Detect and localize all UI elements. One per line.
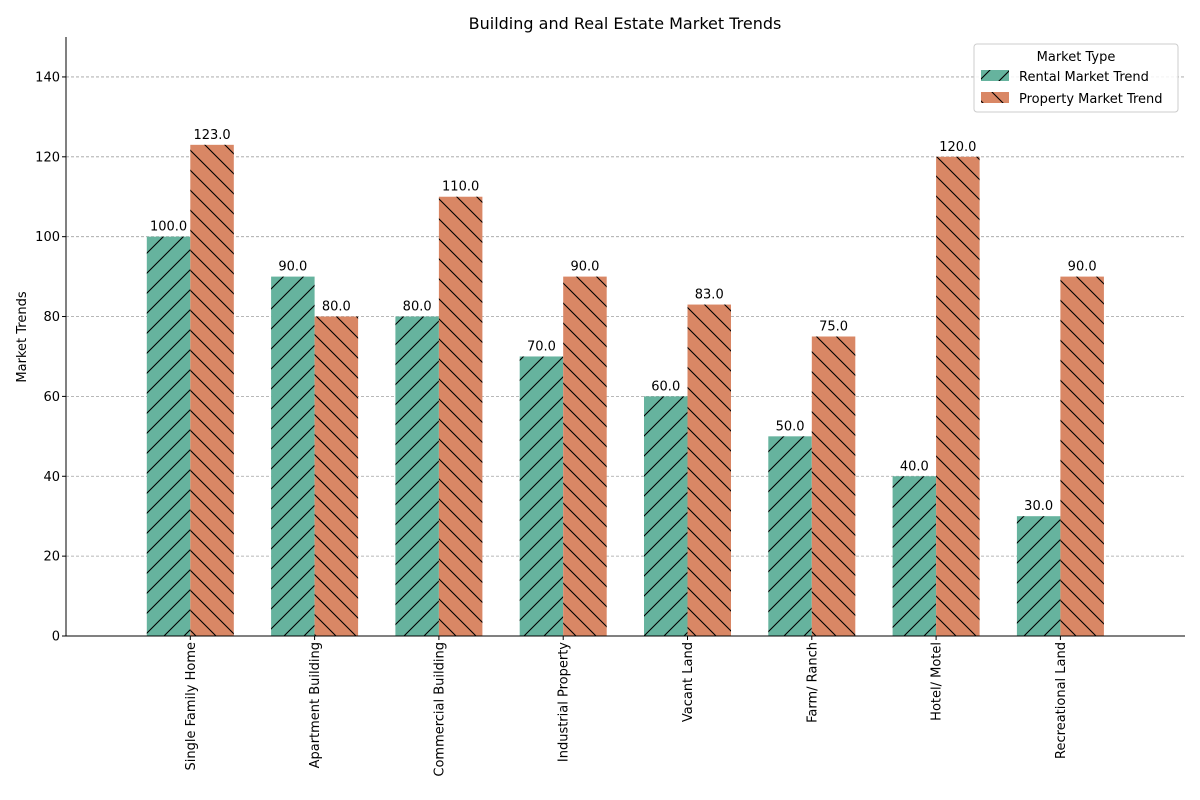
bar-hatch <box>1016 516 1061 636</box>
bar-rental <box>395 316 439 636</box>
data-label: 120.0 <box>939 140 976 155</box>
y-tick-label: 0 <box>52 630 60 645</box>
x-tick-label: Single Family Home <box>184 642 199 770</box>
data-label: 70.0 <box>527 339 556 354</box>
bar-rental <box>768 436 812 636</box>
bar-hatch <box>271 276 315 636</box>
bar-property <box>190 144 234 636</box>
data-label: 123.0 <box>193 128 230 143</box>
bar-hatch <box>768 436 812 636</box>
bar-rental <box>1016 516 1061 636</box>
y-tick-label: 20 <box>43 550 60 565</box>
data-label: 100.0 <box>150 220 187 235</box>
legend: Market Type Rental Market Trend Property… <box>973 43 1179 113</box>
bar-hatch <box>644 396 688 636</box>
legend-swatch-rental-hatch <box>981 70 1009 81</box>
data-label: 80.0 <box>403 300 432 315</box>
x-tick-label: Apartment Building <box>308 642 323 768</box>
x-ticks: Single Family Home Apartment Building Comm… <box>184 636 1069 777</box>
x-tick-label: Vacant Land <box>681 642 696 722</box>
y-tick-label: 80 <box>43 310 60 325</box>
bar-property <box>314 316 359 636</box>
bar-property <box>687 304 731 636</box>
bar-rental <box>519 356 564 636</box>
bar-hatch <box>314 316 359 636</box>
bar-property <box>811 336 856 636</box>
bars <box>146 144 1104 637</box>
data-label: 90.0 <box>1068 260 1097 275</box>
legend-box <box>973 43 1179 113</box>
bar-hatch <box>563 276 607 636</box>
bar-rental <box>146 236 191 636</box>
chart-title: Building and Real Estate Market Trends <box>469 14 782 33</box>
axes <box>65 37 1185 637</box>
bar-hatch <box>892 476 937 636</box>
bar-property <box>936 156 980 637</box>
legend-label-property: Property Market Trend <box>1019 92 1163 107</box>
data-label: 30.0 <box>1024 499 1053 514</box>
bar-rental <box>892 476 937 636</box>
bar-hatch <box>519 356 564 636</box>
bar-hatch <box>146 236 191 636</box>
bar-hatch <box>811 336 856 636</box>
data-label: 83.0 <box>695 288 724 303</box>
bar-hatch <box>190 144 234 636</box>
x-tick-label: Recreational Land <box>1054 642 1069 759</box>
bar-property <box>563 276 607 636</box>
x-tick-label: Industrial Property <box>557 642 572 762</box>
y-ticks: 0 20 40 60 80 100 120 140 <box>35 70 66 645</box>
y-tick-label: 40 <box>43 470 60 485</box>
data-label: 40.0 <box>900 459 929 474</box>
data-label: 60.0 <box>651 379 680 394</box>
bar-hatch <box>438 196 483 636</box>
y-axis-label: Market Trends <box>15 291 30 382</box>
y-tick-label: 60 <box>43 390 60 405</box>
y-tick-label: 140 <box>35 70 60 85</box>
data-label: 75.0 <box>819 320 848 335</box>
data-label: 110.0 <box>442 180 479 195</box>
bar-hatch <box>936 156 980 637</box>
data-label: 80.0 <box>322 300 351 315</box>
bar-hatch <box>395 316 439 636</box>
x-tick-label: Farm/ Ranch <box>805 642 820 723</box>
x-tick-label: Commercial Building <box>432 642 447 777</box>
y-tick-label: 100 <box>35 230 60 245</box>
y-tick-label: 120 <box>35 150 60 165</box>
data-labels: 100.0 90.0 80.0 70.0 60.0 50.0 40.0 30.0 123.0 80… <box>150 128 1097 514</box>
bar-property <box>438 196 483 636</box>
grid <box>66 76 1185 557</box>
x-tick-label: Hotel/ Motel <box>930 642 945 721</box>
bar-hatch <box>687 304 731 636</box>
bar-property <box>1060 276 1104 636</box>
bar-hatch <box>1060 276 1104 636</box>
data-label: 90.0 <box>570 260 599 275</box>
data-label: 90.0 <box>278 260 307 275</box>
legend-label-rental: Rental Market Trend <box>1019 70 1149 85</box>
data-label: 50.0 <box>776 419 805 434</box>
legend-swatch-property-hatch <box>981 92 1009 103</box>
legend-title: Market Type <box>1037 50 1116 65</box>
bar-rental <box>644 396 688 636</box>
bar-rental <box>271 276 315 636</box>
